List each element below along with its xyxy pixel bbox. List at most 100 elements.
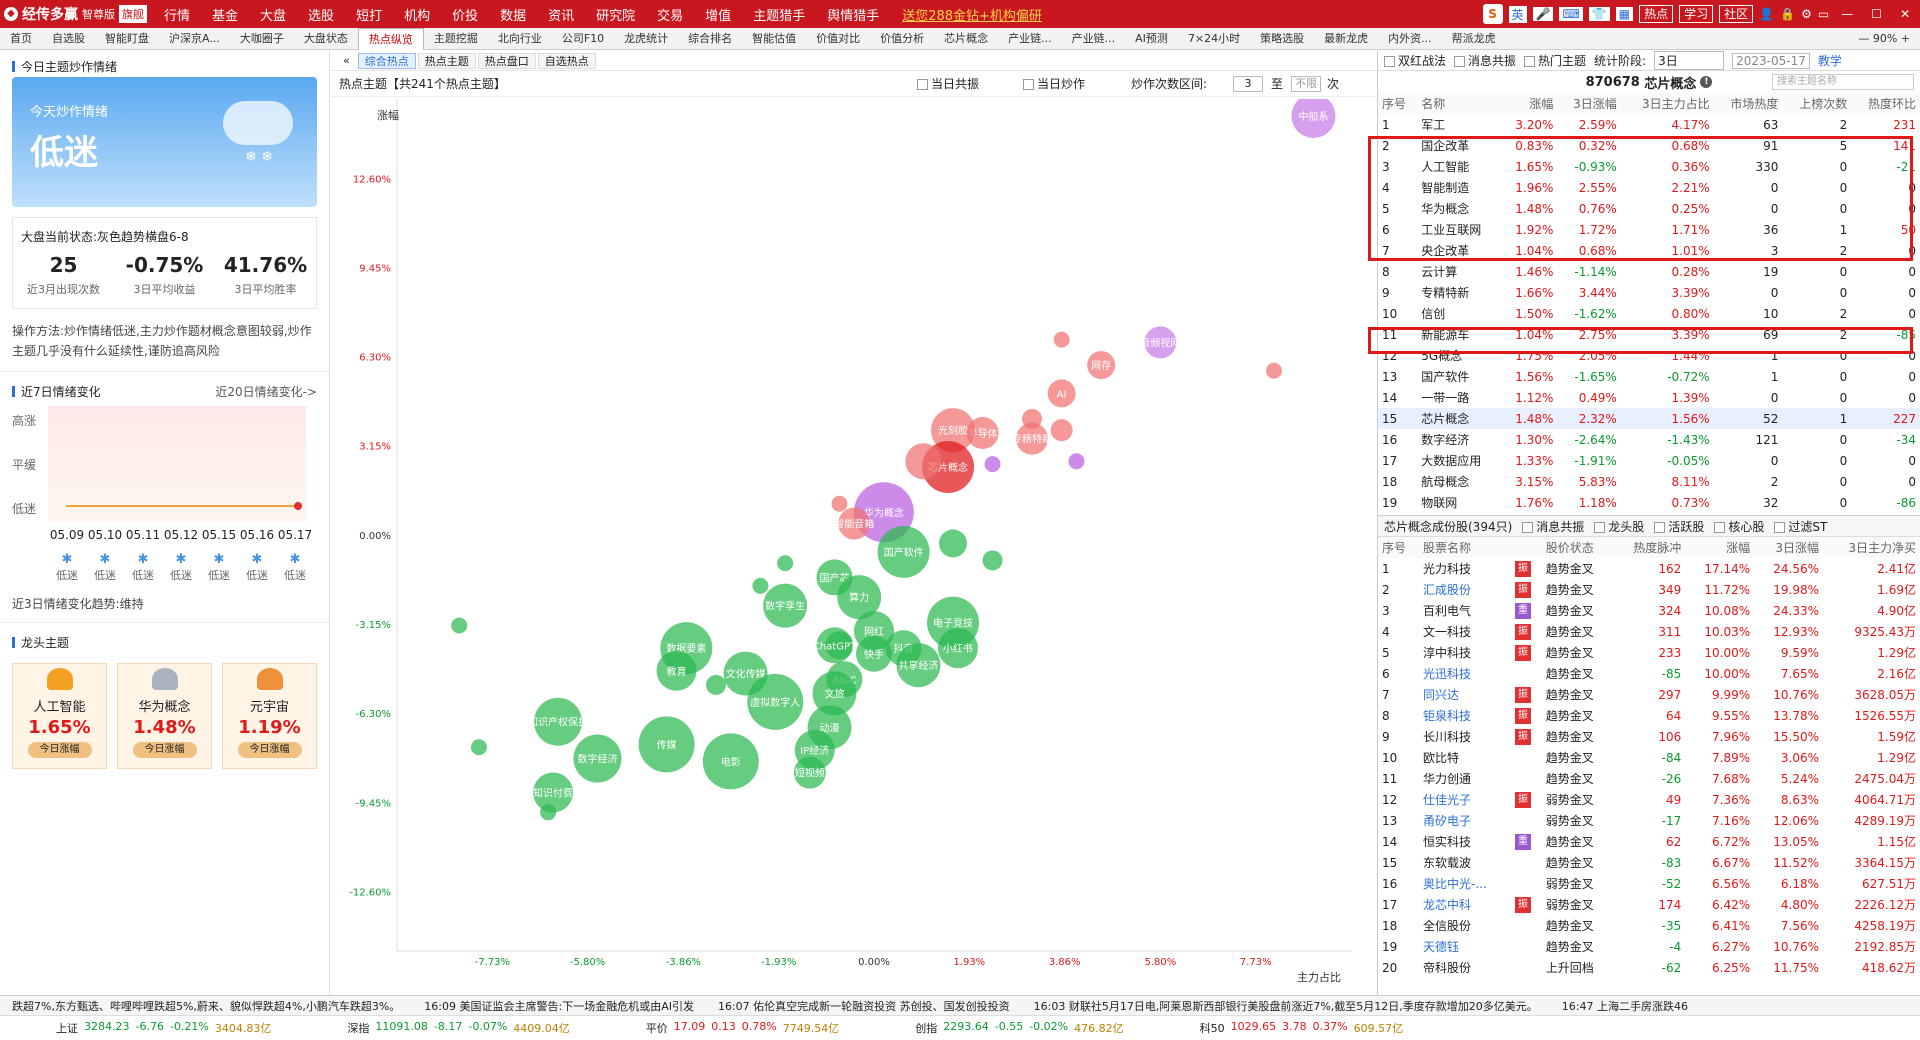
menu-item[interactable]: 大盘	[260, 8, 287, 24]
center-tab[interactable]: 热点盘口	[477, 52, 536, 69]
theme-bubble[interactable]: 数字孪生	[763, 583, 808, 628]
theme-col-header[interactable]: 热度环比	[1851, 93, 1920, 114]
gear-icon[interactable]: ⚙	[1801, 7, 1812, 21]
theme-bubble[interactable]	[540, 804, 557, 821]
theme-row[interactable]: 6 工业互联网 1.92% 1.72% 1.71% 36 1 50	[1378, 219, 1920, 240]
bubble-circle[interactable]	[638, 716, 695, 773]
sogou-ime-icon[interactable]: S	[1482, 4, 1503, 24]
menu-item[interactable]: 研究院	[596, 8, 636, 24]
stock-option[interactable]: 龙头股	[1594, 518, 1644, 535]
count-to-input[interactable]: 不限	[1291, 75, 1321, 92]
maximize-icon[interactable]: ☐	[1871, 7, 1882, 21]
leader-card[interactable]: 人工智能 1.65% 今日涨幅	[12, 663, 107, 769]
theme-bubble[interactable]	[831, 495, 848, 512]
bubble-circle[interactable]	[931, 408, 976, 453]
theme-bubble[interactable]: AI	[1047, 379, 1076, 408]
stock-row[interactable]: 14 恒实科技 重趋势金叉 62 6.72% 13.05% 1.15亿	[1378, 831, 1920, 852]
theme-bubble[interactable]	[1050, 419, 1073, 442]
bubble-circle[interactable]	[470, 739, 487, 756]
theme-bubble[interactable]	[470, 739, 487, 756]
theme-row[interactable]: 4 智能制造 1.96% 2.55% 2.21% 0 0 0	[1378, 177, 1920, 198]
tab-item[interactable]: 大咖圈子	[239, 31, 284, 45]
bubble-circle[interactable]	[752, 577, 769, 594]
right-option[interactable]: 热门主题	[1524, 52, 1586, 69]
bubble-circle[interactable]	[533, 772, 574, 813]
menu-item[interactable]: 舆情猎手	[827, 8, 880, 24]
community-button[interactable]: 社区	[1719, 5, 1754, 23]
theme-row[interactable]: 8 云计算 1.46% -1.14% 0.28% 19 0 0	[1378, 261, 1920, 282]
theme-bubble[interactable]: 文旅	[812, 671, 857, 716]
stock-row[interactable]: 2 汇成股份 振趋势金叉 349 11.72% 19.98% 1.69亿	[1378, 579, 1920, 600]
theme-row[interactable]: 13 国产软件 1.56% -1.65% -0.72% 1 0 0	[1378, 366, 1920, 387]
bubble-circle[interactable]	[1291, 99, 1336, 138]
stock-option[interactable]: 过滤ST	[1774, 518, 1827, 535]
bubble-circle[interactable]	[747, 673, 804, 730]
stock-row[interactable]: 8 钜泉科技 振趋势金叉 64 9.55% 13.78% 1526.55万	[1378, 705, 1920, 726]
bubble-circle[interactable]	[540, 804, 557, 821]
theme-bubble[interactable]: 半导体	[966, 417, 999, 450]
theme-col-header[interactable]: 名称	[1417, 93, 1501, 114]
tab-item[interactable]: 大盘状态	[303, 31, 348, 45]
hot-button[interactable]: 热点	[1639, 5, 1674, 23]
tab-item[interactable]: 综合排名	[688, 31, 733, 45]
menu-item[interactable]: 行情	[164, 8, 191, 24]
center-tab[interactable]: 自选热点	[537, 52, 596, 69]
stock-col-header[interactable]: 3日涨幅	[1754, 537, 1824, 558]
grid-icon[interactable]: ▦	[1615, 7, 1634, 21]
bubble-circle[interactable]	[937, 628, 978, 669]
leader-card[interactable]: 华为概念 1.48% 今日涨幅	[117, 663, 212, 769]
theme-bubble[interactable]: 短视频	[793, 756, 826, 789]
learn-button[interactable]: 学习	[1679, 5, 1714, 23]
menu-item[interactable]: 数据	[500, 8, 527, 24]
theme-col-header[interactable]: 3日主力占比	[1620, 93, 1714, 114]
theme-bubble[interactable]: 快手	[856, 635, 892, 672]
tab-item[interactable]: 帮派龙虎	[1451, 31, 1496, 45]
teach-link[interactable]: 教学	[1817, 54, 1842, 68]
theme-bubble[interactable]: ChatGPT	[813, 627, 857, 664]
close-icon[interactable]: ✕	[1899, 7, 1910, 21]
theme-bubble[interactable]: 网存	[1087, 351, 1116, 380]
theme-bubble[interactable]	[905, 443, 942, 480]
bubble-circle[interactable]	[763, 583, 808, 628]
menu-item[interactable]: 资讯	[548, 8, 575, 24]
theme-row[interactable]: 17 大数据应用 1.33% -1.91% -0.05% 0 0 0	[1378, 450, 1920, 471]
leader-button[interactable]: 今日涨幅	[27, 742, 92, 758]
bubble-circle[interactable]	[939, 529, 968, 558]
menu-item[interactable]: 交易	[657, 8, 684, 24]
tab-item[interactable]: 北向行业	[497, 31, 542, 45]
ime-lang[interactable]: 英	[1508, 5, 1527, 23]
theme-col-header[interactable]: 市场热度	[1713, 93, 1783, 114]
bubble-circle[interactable]	[1016, 422, 1049, 455]
theme-bubble[interactable]: 小红书	[937, 628, 978, 669]
keyboard-icon[interactable]: ⌨	[1559, 7, 1583, 21]
minimize-icon[interactable]: —	[1841, 7, 1854, 21]
theme-bubble[interactable]: 专精特新	[1012, 422, 1052, 455]
theme-col-header[interactable]: 3日涨幅	[1557, 93, 1621, 114]
index-item[interactable]: 平价 17.09 0.13 0.78% 7749.54亿	[590, 1020, 859, 1036]
theme-bubble[interactable]: 数字经济	[573, 734, 622, 783]
stock-option[interactable]: 消息共振	[1522, 518, 1584, 535]
tab-item[interactable]: 价值对比	[816, 31, 861, 45]
theme-bubble[interactable]: 教育	[656, 650, 697, 691]
theme-row[interactable]: 5 华为概念 1.48% 0.76% 0.25% 0 0 0	[1378, 198, 1920, 219]
theme-bubble[interactable]	[1053, 331, 1070, 348]
tab-item[interactable]: 热点纵览	[357, 27, 424, 50]
bubble-circle[interactable]	[966, 417, 999, 450]
tab-item[interactable]: 价值分析	[880, 31, 925, 45]
theme-row[interactable]: 1 军工 3.20% 2.59% 4.17% 63 2 231	[1378, 114, 1920, 135]
theme-bubble[interactable]: 传媒	[638, 716, 695, 773]
bubble-circle[interactable]	[533, 697, 582, 746]
stock-row[interactable]: 7 同兴达 振趋势金叉 297 9.99% 10.76% 3628.05万	[1378, 684, 1920, 705]
theme-bubble[interactable]	[752, 577, 769, 594]
bubble-circle[interactable]	[777, 555, 794, 572]
theme-bubble[interactable]	[939, 529, 968, 558]
bubble-circle[interactable]	[705, 674, 726, 695]
stock-col-header[interactable]: 热度脉冲	[1613, 537, 1686, 558]
bubble-circle[interactable]	[982, 550, 1003, 571]
stock-row[interactable]: 1 光力科技 振趋势金叉 162 17.14% 24.56% 2.41亿	[1378, 558, 1920, 579]
news-item[interactable]: 跌超7%,东方甄选、哔哩哔哩跌超5%,蔚来、貌似悍跌超4%,小鹏汽车跌超3%。	[12, 999, 401, 1013]
bubble-circle[interactable]	[896, 643, 941, 688]
index-item[interactable]: 深指 11091.08 -8.17 -0.07% 4409.04亿	[291, 1020, 589, 1036]
news-item[interactable]: 16:03 财联社5月17日电,阿莱恩斯西部银行美股盘前涨近7%,截至5月12日…	[1033, 999, 1538, 1013]
news-item[interactable]: 16:09 美国证监会主席警告:下一场金融危机或由AI引发	[424, 999, 694, 1013]
